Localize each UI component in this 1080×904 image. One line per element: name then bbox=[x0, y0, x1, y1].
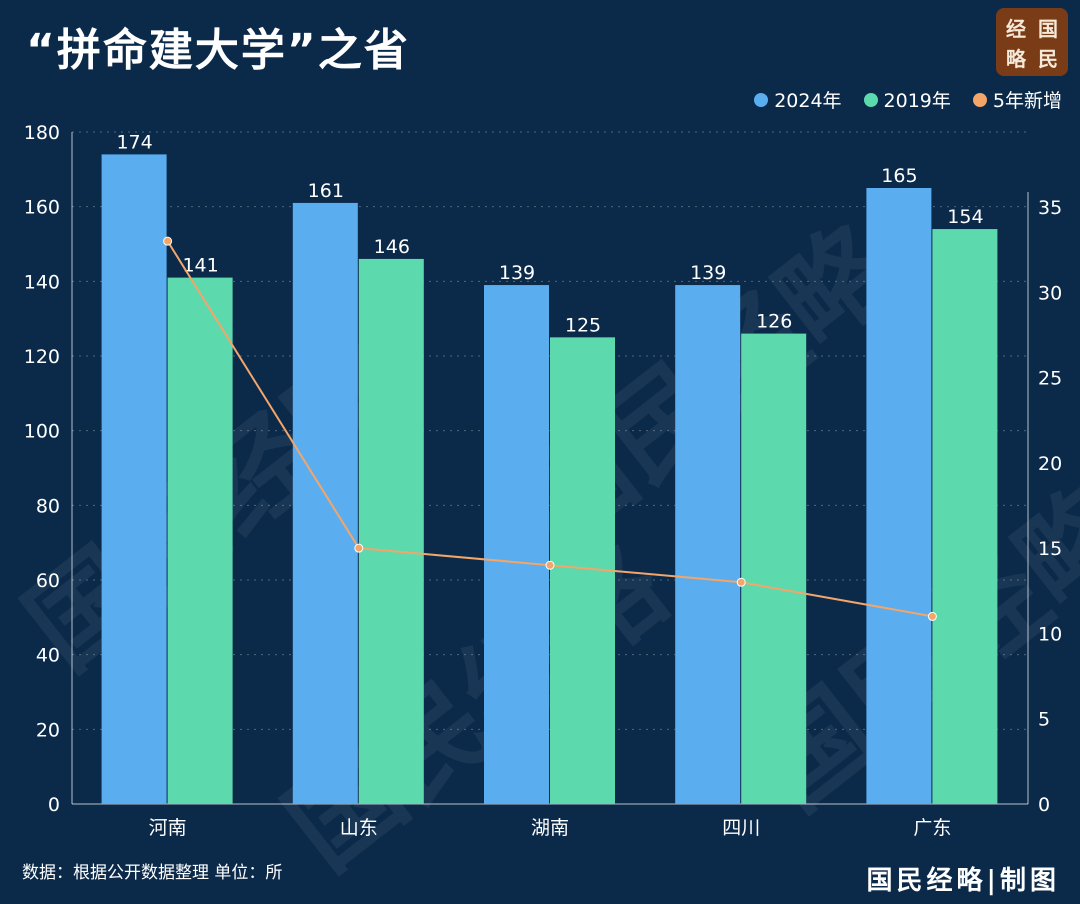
bar-data-label: 165 bbox=[881, 165, 917, 187]
y-right-tick-label: 10 bbox=[1038, 623, 1062, 645]
y-left-tick-label: 60 bbox=[36, 570, 60, 592]
y-left-tick-label: 40 bbox=[36, 645, 60, 667]
logo-char: 民 bbox=[1038, 46, 1058, 71]
logo-char: 经 bbox=[1006, 16, 1026, 41]
line-point bbox=[736, 577, 746, 587]
y-left-tick-label: 0 bbox=[48, 794, 60, 816]
legend-label: 5年新增 bbox=[992, 90, 1062, 112]
bar-2024年 bbox=[866, 188, 932, 804]
legend-item-2019: 2019年 bbox=[863, 86, 951, 113]
source-note: 数据：根据公开数据整理 单位：所 bbox=[22, 863, 283, 883]
bar-data-label: 125 bbox=[565, 314, 601, 336]
y-left-tick-label: 140 bbox=[24, 271, 60, 293]
y-right-tick-label: 30 bbox=[1038, 282, 1062, 304]
y-right-tick-label: 20 bbox=[1038, 453, 1062, 475]
line-point bbox=[545, 560, 555, 570]
y-left-tick-label: 180 bbox=[24, 122, 60, 144]
logo-char: 略 bbox=[1006, 46, 1026, 71]
y-left-tick-label: 80 bbox=[36, 495, 60, 517]
y-right-tick-label: 15 bbox=[1038, 538, 1062, 560]
x-tick-label: 四川 bbox=[722, 817, 760, 839]
y-left-tick-label: 20 bbox=[36, 719, 60, 741]
bar-2019年 bbox=[167, 277, 233, 805]
legend-label: 2019年 bbox=[883, 90, 951, 112]
credit-text: 国民经略|制图 bbox=[866, 866, 1060, 896]
bar-data-label: 161 bbox=[308, 180, 344, 202]
line-point bbox=[163, 236, 173, 246]
chart-legend: 2024年 2019年 5年新增 bbox=[754, 86, 1062, 113]
page-title: “拼命建大学”之省 bbox=[26, 25, 410, 76]
y-left-tick-label: 100 bbox=[24, 421, 60, 443]
y-right-tick-label: 35 bbox=[1038, 197, 1062, 219]
y-right-tick-label: 25 bbox=[1038, 368, 1062, 390]
legend-swatch bbox=[754, 92, 769, 107]
bar-data-label: 146 bbox=[374, 236, 410, 258]
bar-data-label: 141 bbox=[182, 255, 218, 277]
legend-item-increase: 5年新增 bbox=[972, 86, 1062, 113]
legend-label: 2024年 bbox=[774, 90, 842, 112]
y-left-tick-label: 160 bbox=[24, 197, 60, 219]
logo-char: 国 bbox=[1038, 16, 1058, 41]
bar-data-label: 154 bbox=[947, 206, 983, 228]
brand-logo: 经 国 略 民 bbox=[996, 8, 1068, 76]
bar-2019年 bbox=[932, 229, 998, 805]
x-tick-label: 河南 bbox=[149, 817, 187, 839]
bar-data-label: 139 bbox=[690, 262, 726, 284]
y-left-tick-label: 120 bbox=[24, 346, 60, 368]
bar-2024年 bbox=[101, 154, 167, 804]
bar-data-label: 174 bbox=[116, 131, 152, 153]
x-tick-label: 湖南 bbox=[531, 817, 569, 839]
y-right-tick-label: 5 bbox=[1038, 709, 1050, 731]
x-tick-label: 广东 bbox=[913, 817, 951, 839]
legend-swatch bbox=[863, 92, 878, 107]
bar-2019年 bbox=[741, 333, 807, 804]
bar-data-label: 139 bbox=[499, 262, 535, 284]
line-point bbox=[927, 611, 937, 621]
bar-2024年 bbox=[675, 285, 741, 805]
line-point bbox=[354, 543, 364, 553]
y-right-tick-label: 0 bbox=[1038, 794, 1050, 816]
x-tick-label: 山东 bbox=[340, 817, 378, 839]
bar-data-label: 126 bbox=[756, 311, 792, 333]
bar-2019年 bbox=[358, 258, 424, 804]
legend-swatch bbox=[972, 92, 987, 107]
bar-2024年 bbox=[292, 202, 358, 804]
legend-item-2024: 2024年 bbox=[754, 86, 842, 113]
bar-2024年 bbox=[484, 285, 549, 805]
